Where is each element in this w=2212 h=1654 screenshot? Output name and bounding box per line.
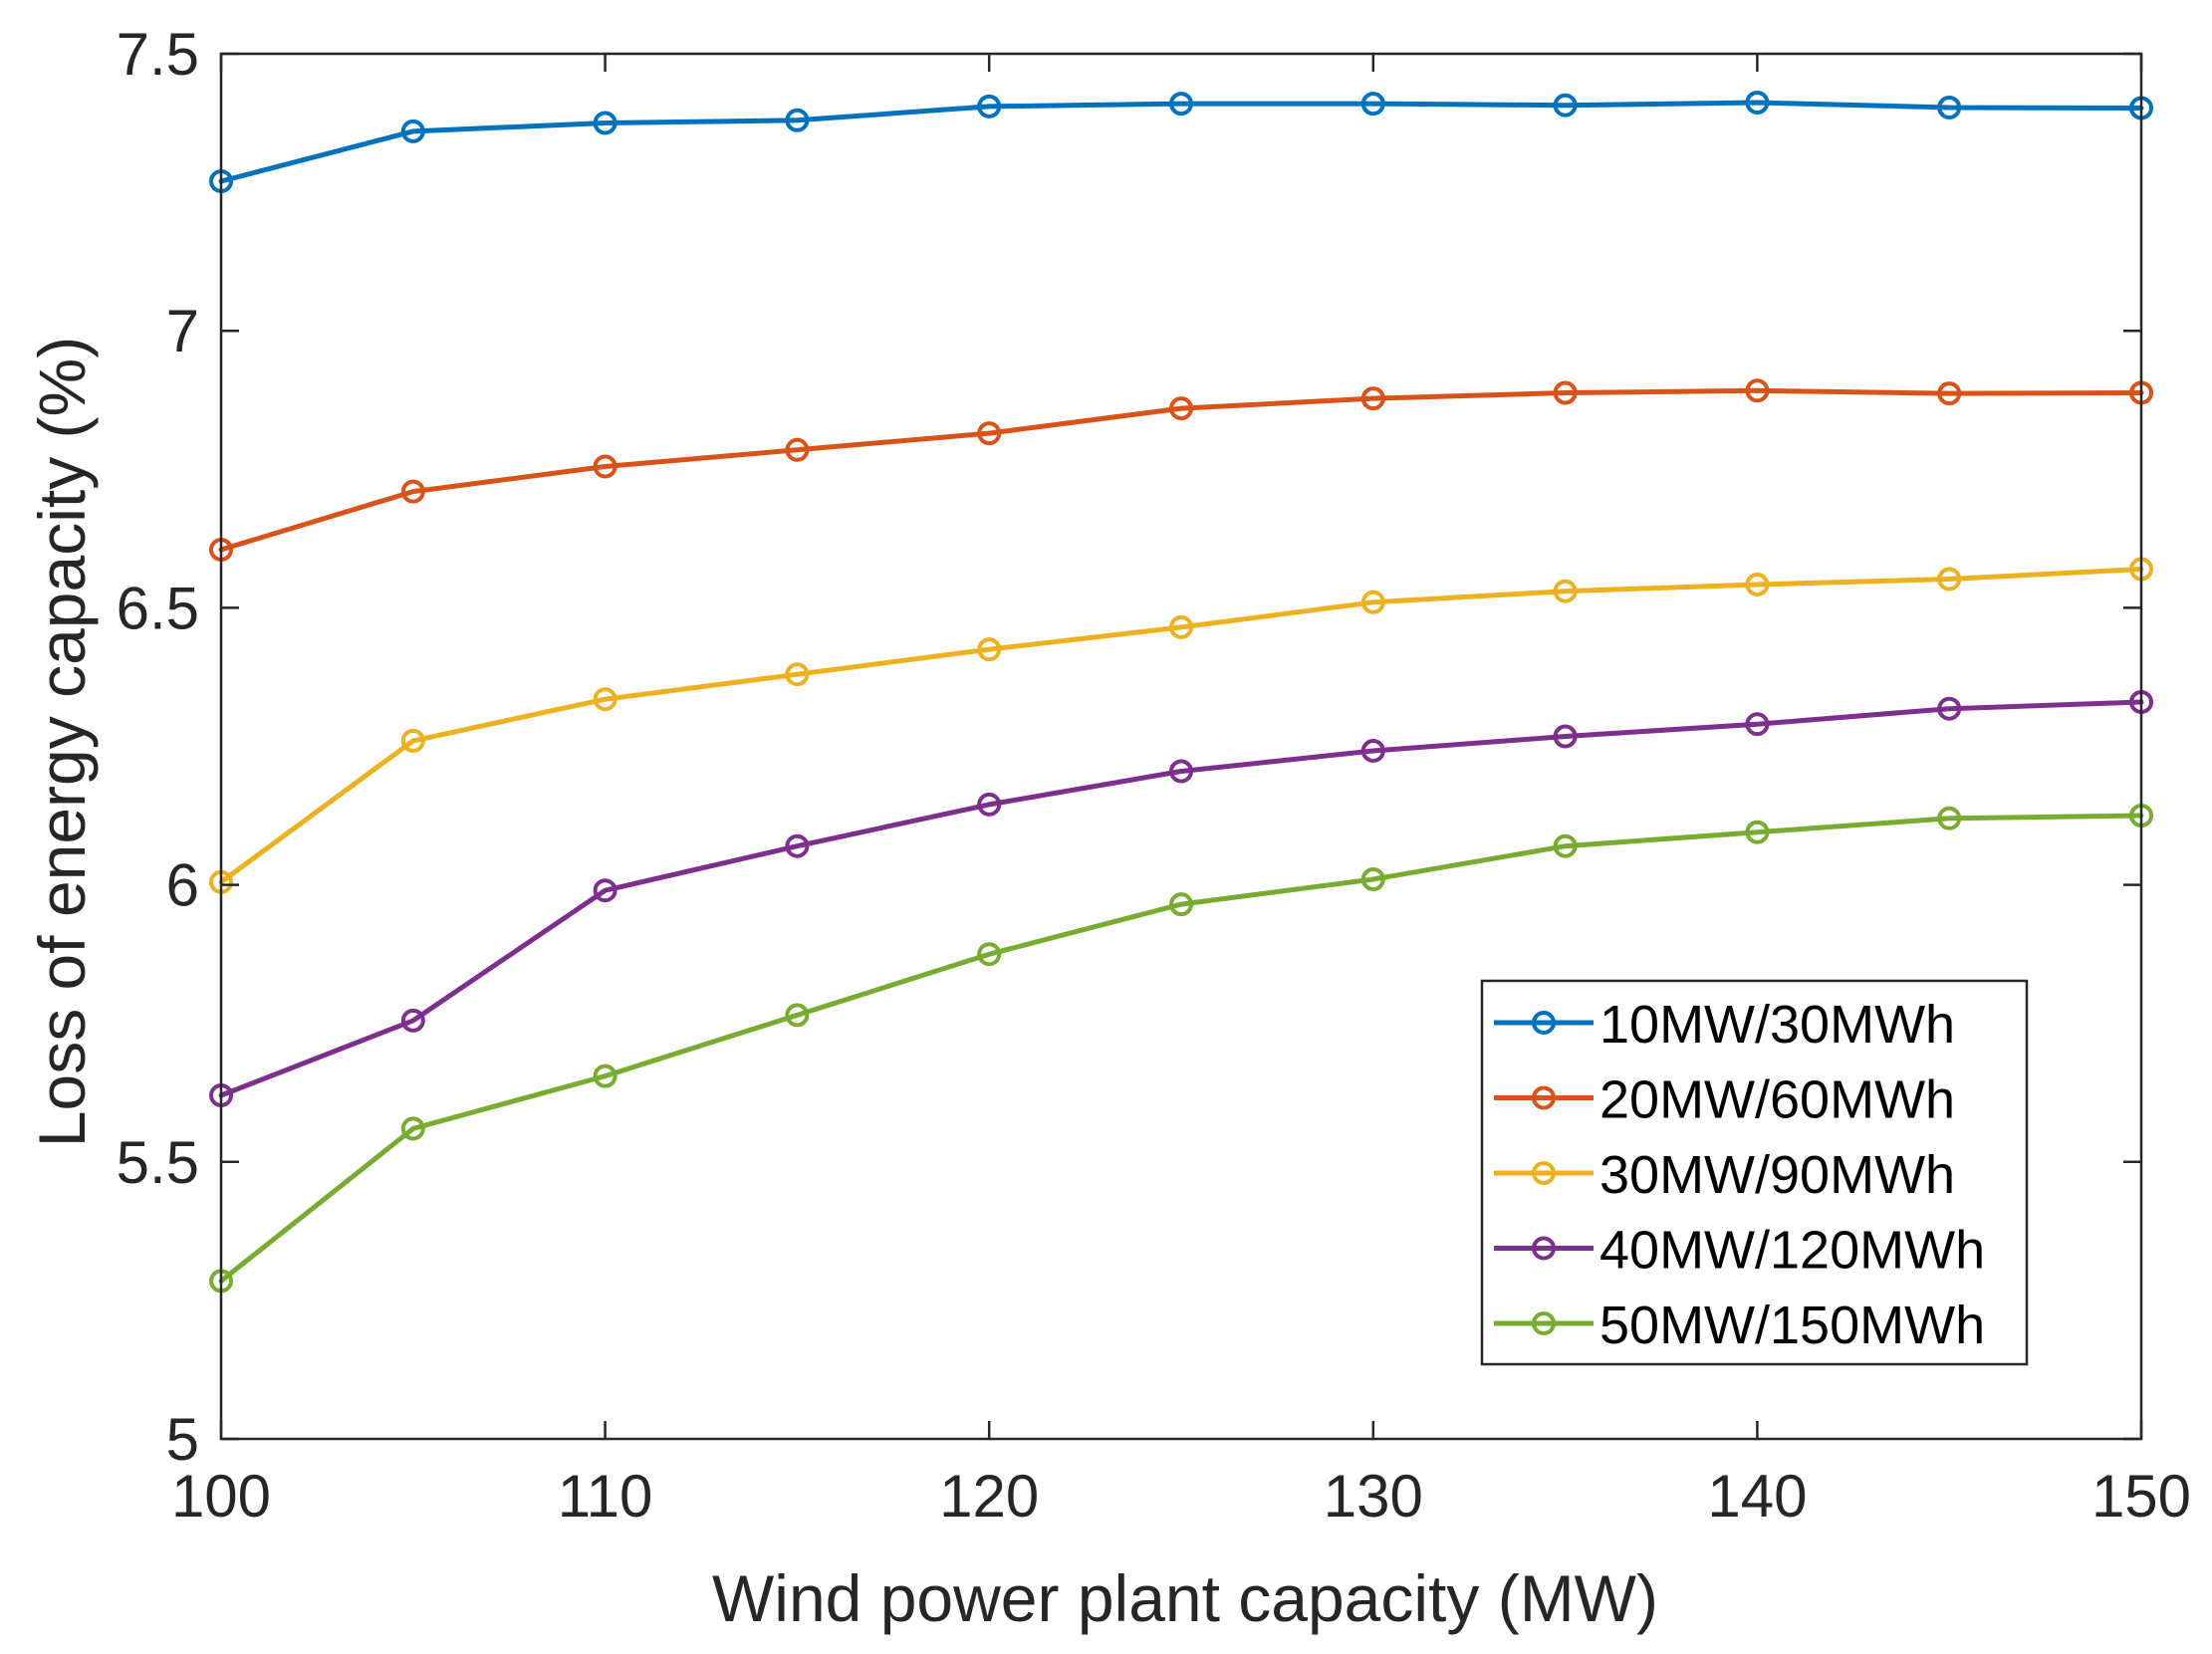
data-point bbox=[977, 942, 1002, 967]
data-point bbox=[1169, 892, 1193, 917]
data-point bbox=[1745, 712, 1770, 737]
data-point bbox=[977, 637, 1002, 662]
y-tick-label: 7.5 bbox=[117, 21, 199, 88]
legend-label: 20MW/60MWh bbox=[1599, 1070, 1955, 1130]
y-tick-label: 5.5 bbox=[117, 1129, 199, 1196]
series-line bbox=[218, 100, 2144, 184]
data-point bbox=[593, 687, 617, 712]
data-point bbox=[1169, 759, 1193, 784]
data-point bbox=[400, 728, 425, 753]
data-point bbox=[1553, 380, 1578, 405]
data-point bbox=[977, 94, 1002, 118]
data-point bbox=[1937, 806, 1962, 830]
legend-entry: 40MW/120MWh bbox=[1494, 1221, 1985, 1281]
data-point bbox=[400, 479, 425, 504]
legend-label: 50MW/150MWh bbox=[1599, 1296, 1985, 1355]
legend-label: 40MW/120MWh bbox=[1599, 1221, 1985, 1281]
data-point bbox=[1937, 96, 1962, 119]
data-point bbox=[1745, 91, 1770, 115]
legend-entry: 20MW/60MWh bbox=[1494, 1070, 1955, 1130]
data-point bbox=[1553, 833, 1578, 858]
y-axis-title: Loss of energy capacity (%) bbox=[25, 337, 99, 1147]
x-tick-label: 130 bbox=[1324, 1463, 1423, 1530]
data-point bbox=[1937, 696, 1962, 721]
data-point bbox=[400, 1116, 425, 1141]
data-point bbox=[1745, 820, 1770, 844]
legend-marker bbox=[1532, 1011, 1556, 1035]
data-point bbox=[1169, 396, 1193, 421]
series-5 bbox=[209, 804, 2153, 1294]
y-tick-label: 7 bbox=[166, 298, 199, 364]
data-point bbox=[977, 421, 1002, 446]
x-axis-title: Wind power plant capacity (MW) bbox=[712, 1561, 1658, 1635]
series-line bbox=[218, 813, 2144, 1284]
x-tick-label: 150 bbox=[2091, 1463, 2191, 1530]
legend-label: 10MW/30MWh bbox=[1599, 995, 1955, 1055]
data-point bbox=[1745, 573, 1770, 596]
data-point bbox=[593, 454, 617, 479]
y-tick-label: 6 bbox=[166, 852, 199, 919]
axes-box bbox=[219, 52, 2143, 1441]
series-4 bbox=[209, 690, 2153, 1107]
series-line bbox=[218, 387, 2144, 553]
data-point bbox=[593, 111, 617, 135]
legend-marker bbox=[1532, 1311, 1556, 1335]
data-point bbox=[400, 118, 425, 143]
data-point bbox=[400, 1008, 425, 1033]
legend-entry: 30MW/90MWh bbox=[1494, 1145, 1955, 1205]
data-point bbox=[1745, 378, 1770, 403]
legend-entry: 10MW/30MWh bbox=[1494, 995, 1955, 1055]
data-point bbox=[785, 437, 810, 462]
data-point bbox=[1553, 579, 1578, 603]
legend-marker bbox=[1532, 1085, 1556, 1110]
data-point bbox=[1360, 386, 1385, 411]
legend-marker bbox=[1532, 1236, 1556, 1261]
series-line bbox=[218, 699, 2144, 1098]
data-point bbox=[1169, 92, 1193, 117]
data-point bbox=[977, 792, 1002, 817]
series-line bbox=[218, 567, 2144, 885]
y-tick-label: 6.5 bbox=[117, 575, 199, 641]
data-point bbox=[1937, 381, 1962, 406]
data-point bbox=[785, 108, 810, 132]
y-tick-label: 5 bbox=[166, 1406, 199, 1473]
data-point bbox=[1360, 739, 1385, 763]
data-point bbox=[1553, 724, 1578, 749]
legend-marker bbox=[1532, 1161, 1556, 1185]
legend-entry: 50MW/150MWh bbox=[1494, 1296, 1985, 1355]
data-point bbox=[1360, 92, 1385, 117]
x-tick-label: 140 bbox=[1707, 1463, 1807, 1530]
series-2 bbox=[209, 378, 2153, 562]
data-point bbox=[1360, 590, 1385, 614]
data-point bbox=[785, 662, 810, 687]
series-layer bbox=[209, 91, 2153, 1294]
data-point bbox=[593, 1063, 617, 1088]
data-point bbox=[1169, 614, 1193, 639]
data-point bbox=[1360, 867, 1385, 891]
data-point bbox=[1553, 93, 1578, 118]
x-tick-label: 110 bbox=[558, 1463, 653, 1530]
data-point bbox=[785, 1003, 810, 1028]
data-point bbox=[593, 878, 617, 903]
data-point bbox=[1937, 567, 1962, 591]
x-tick-label: 100 bbox=[171, 1463, 271, 1530]
axes-layer: 100 110 120 130 140 150 5 5.5 6 6.5 7 7.5 bbox=[117, 21, 2191, 1530]
x-tick-label: 120 bbox=[939, 1463, 1039, 1530]
data-point bbox=[785, 833, 810, 858]
legend: 10MW/30MWh 20MW/60MWh 30MW/90MWh 40MW/120MW… bbox=[1480, 979, 2029, 1366]
legend-label: 30MW/90MWh bbox=[1599, 1145, 1955, 1205]
